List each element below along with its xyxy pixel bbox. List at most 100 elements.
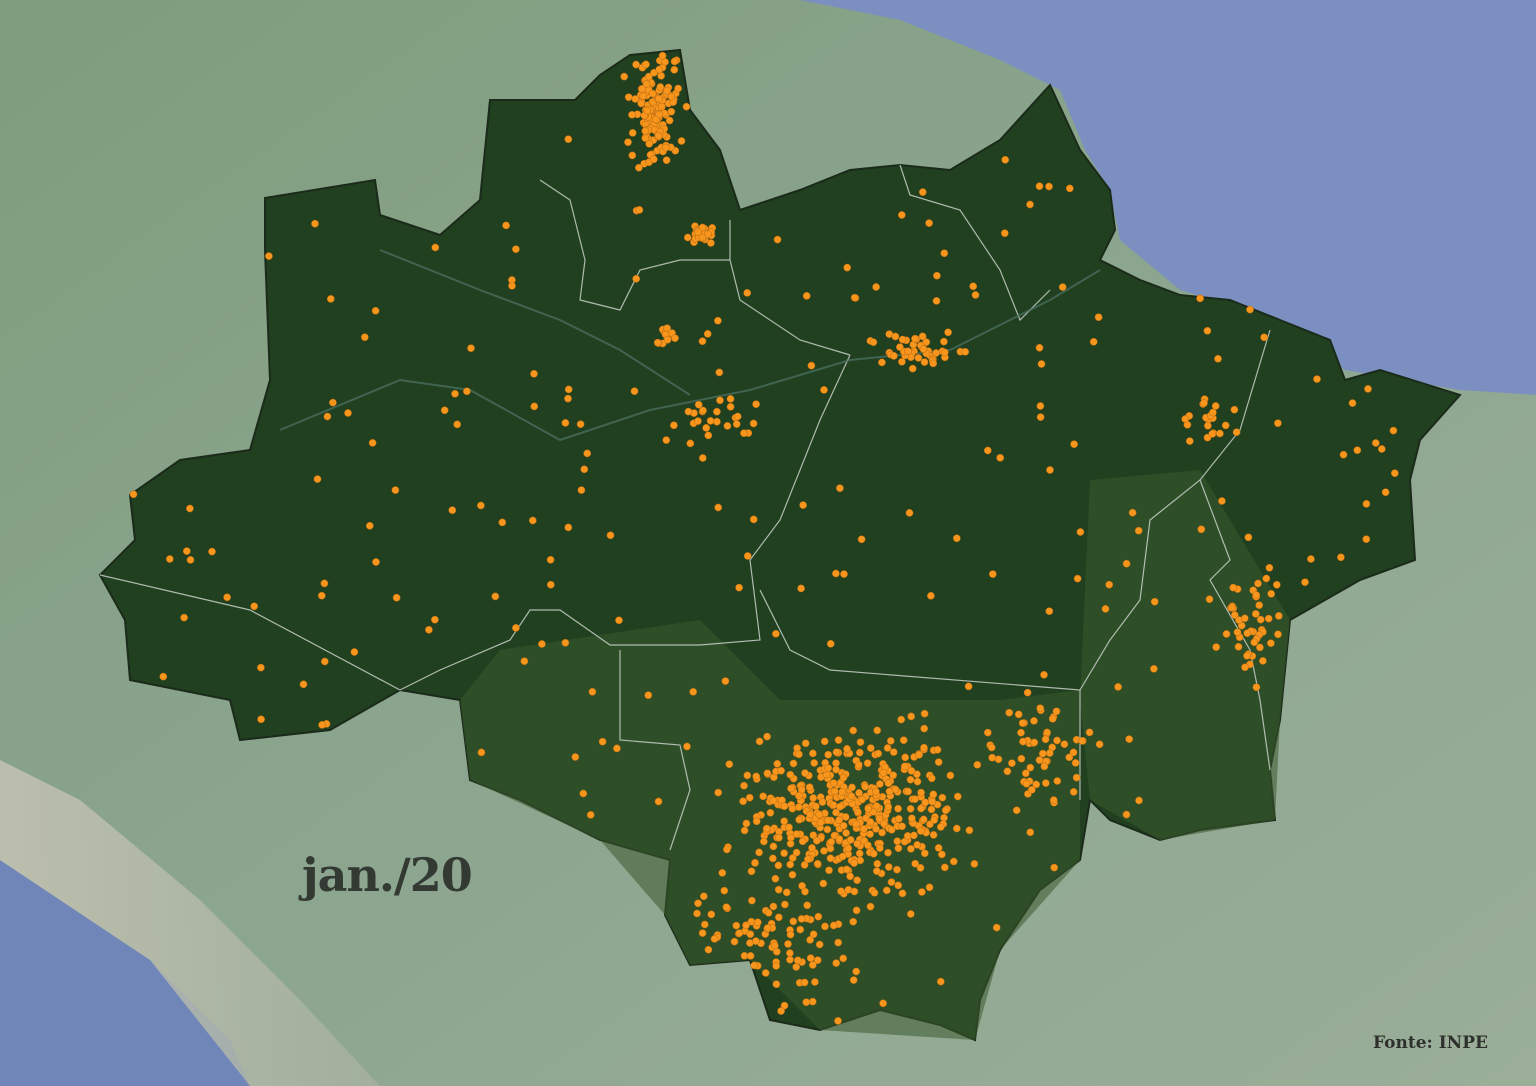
hotspot-dot [670,65,679,74]
hotspot-dot [799,501,807,509]
hotspot-dot [742,921,750,930]
hotspot-dot [1228,603,1236,612]
hotspot-dot [735,583,743,592]
hotspot-dot [794,803,803,811]
hotspot-dot [850,887,859,896]
hotspot-dot [846,872,854,881]
hotspot-dot [834,1017,842,1025]
hotspot-dot [313,475,322,483]
hotspot-dot [766,808,775,817]
hotspot-dot [642,60,650,69]
hotspot-dot [940,813,948,822]
hotspot-dot [988,570,997,578]
hotspot-dot [814,912,823,921]
hotspot-dot [1045,607,1054,616]
hotspot-dot [1218,497,1226,505]
hotspot-dot [874,749,883,758]
hotspot-dot [583,449,592,458]
hotspot-dot [1264,614,1273,623]
hotspot-dot [694,899,702,908]
ocean [800,0,1536,395]
hotspot-dot [764,908,773,917]
hotspot-dot [1040,670,1048,679]
hotspot-dot [898,335,907,344]
hotspot-dot [743,771,752,780]
hotspot-dot [792,963,801,971]
hotspot-dot [920,358,929,366]
hotspot-dot [749,515,758,524]
hotspot-dot [914,354,923,362]
hotspot-dot [129,490,138,499]
hotspot-dot [1205,595,1214,604]
hotspot-dot [654,797,663,806]
hotspot-dot [700,920,709,929]
hotspot-dot [898,357,906,366]
hotspot-dot [1060,740,1069,749]
hotspot-dot [706,417,715,425]
hotspot-dot [788,870,797,879]
hotspot-dot [323,412,332,421]
hotspot-dot [890,352,898,360]
hotspot-dot [898,889,907,898]
hotspot-dot [1232,428,1241,437]
hotspot-dot [801,887,809,896]
hotspot-dot [769,796,778,805]
hotspot-dot [832,759,840,768]
hotspot-dot [925,883,934,892]
hotspot-dot [725,760,734,769]
hotspot-dot [698,337,707,346]
hotspot-dot [641,127,650,135]
hotspot-dot [1069,748,1078,757]
hotspot-dot [655,94,663,103]
hotspot-dot [1076,528,1085,536]
hotspot-dot [223,593,231,602]
hotspot-dot [606,531,615,540]
hotspot-dot [311,219,319,228]
hotspot-dot [670,57,679,66]
hotspot-dot [787,784,795,793]
hotspot-dot [1272,580,1281,589]
hotspot-dot [1018,719,1027,727]
hotspot-dot [1094,313,1103,322]
hotspot-dot [1274,630,1282,639]
hotspot-dot [1313,375,1321,383]
hotspot-dot [722,903,731,912]
hotspot-dot [855,748,864,757]
fire-hotspots [129,51,1399,1025]
hotspot-dot [872,867,881,875]
hotspot-dot [644,691,653,700]
hotspot-dot [1036,704,1045,713]
hotspot-dot [878,828,886,837]
hotspot-dot [628,110,636,119]
hotspot-dot [852,967,861,976]
hotspot-dot [839,773,848,782]
hotspot-dot [884,779,893,788]
hotspot-dot [876,780,884,788]
hotspot-dot [920,724,929,733]
hotspot-dot [740,429,748,438]
hotspot-dot [769,902,778,911]
hotspot-dot [698,454,707,462]
hotspot-dot [663,335,672,344]
hotspot-dot [796,925,805,934]
hotspot-dot [631,95,640,103]
hotspot-dot [916,827,925,835]
hotspot-dot [1348,399,1357,407]
hotspot-dot [1134,526,1143,535]
hotspot-dot [769,842,778,851]
hotspot-dot [898,822,906,831]
hotspot-dot [546,580,555,589]
hotspot-dot [805,783,814,792]
hotspot-dot [838,852,847,861]
hotspot-dot [425,625,433,634]
hotspot-dot [588,687,597,696]
hotspot-dot [883,744,892,752]
hotspot-dot [936,823,945,831]
hotspot-dot [1244,533,1253,542]
hotspot-dot [704,431,713,440]
hotspot-dot [684,407,693,416]
hotspot-dot [850,293,859,302]
hotspot-dot [840,570,848,578]
hotspot-dot [683,742,691,751]
